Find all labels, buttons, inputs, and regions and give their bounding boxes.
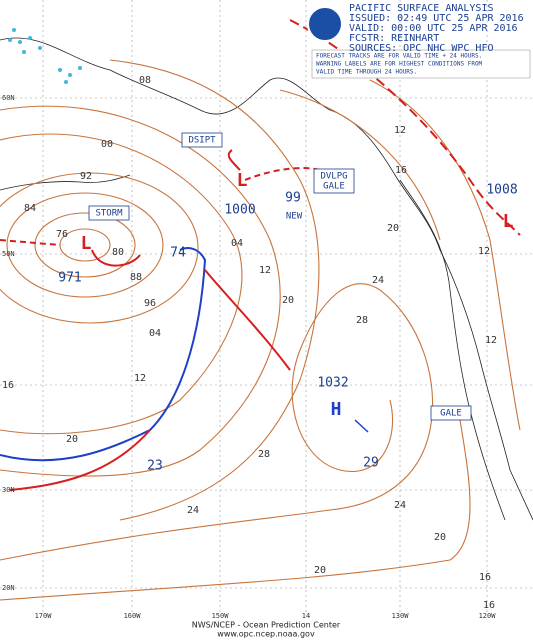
isobar-label: 24 bbox=[372, 275, 384, 286]
warning-label: STORM bbox=[95, 209, 123, 219]
isobar-label: 12 bbox=[259, 265, 271, 276]
header-line: PACIFIC SURFACE ANALYSIS bbox=[349, 3, 494, 14]
pressure-center: 74 bbox=[170, 246, 186, 261]
isobar-label: 00 bbox=[101, 139, 113, 150]
warning-label: DVLPG bbox=[320, 172, 347, 182]
pressure-symbol: L bbox=[237, 170, 248, 191]
isobar-label: 12 bbox=[485, 335, 497, 346]
latitude-label: 30N bbox=[2, 486, 15, 494]
header-line: SOURCES: OPC NHC WPC HFO bbox=[349, 43, 494, 54]
pressure-symbol: L bbox=[81, 233, 92, 254]
pressure-center: 99 bbox=[285, 191, 301, 206]
latitude-label: 50N bbox=[2, 250, 15, 258]
isobar-label: 28 bbox=[258, 449, 270, 460]
isobar-label: 16 bbox=[2, 380, 14, 391]
header-line: VALID: 00:00 UTC 25 APR 2016 bbox=[349, 23, 518, 34]
pressure-symbol: L bbox=[503, 211, 514, 232]
isobar-label: 12 bbox=[134, 373, 146, 384]
header-line: FCSTR: REINHART bbox=[349, 33, 439, 44]
warning-label: NEW bbox=[286, 212, 303, 222]
footer-line: www.opc.ncep.noaa.gov bbox=[217, 630, 315, 639]
notice-line: VALID TIME THROUGH 24 HOURS. bbox=[316, 69, 417, 76]
isobar-label: 16 bbox=[395, 165, 407, 176]
longitude-label: 150W bbox=[212, 612, 230, 620]
isobar-label: 24 bbox=[394, 500, 406, 511]
coastlines bbox=[0, 37, 533, 521]
isobar-label: 16 bbox=[479, 572, 491, 583]
header-line: ISSUED: 02:49 UTC 25 APR 2016 bbox=[349, 13, 524, 24]
notice-line: WARNING LABELS ARE FOR HIGHEST CONDITION… bbox=[316, 61, 483, 68]
isobar-label: 20 bbox=[66, 434, 78, 445]
isobar-label: 16 bbox=[483, 600, 495, 611]
isobar-label: 08 bbox=[139, 75, 151, 86]
sea-ice bbox=[8, 28, 82, 84]
isobar-label: 76 bbox=[56, 229, 68, 240]
longitude-label: 130W bbox=[392, 612, 410, 620]
warning-box bbox=[430, 405, 472, 421]
longitude-label: 160W bbox=[124, 612, 142, 620]
notice-line: FORECAST TRACKS ARE FOR VALID TIME + 24 … bbox=[316, 53, 482, 60]
isobar-label: 20 bbox=[387, 223, 399, 234]
pressure-center: 23 bbox=[147, 459, 163, 474]
isobar-label: 20 bbox=[282, 295, 294, 306]
warning-label: GALE bbox=[440, 409, 462, 419]
isobar-label: 92 bbox=[80, 171, 92, 182]
isobar-label: 12 bbox=[394, 125, 406, 136]
latitude-label: 20N bbox=[2, 584, 15, 592]
pressure-center: 29 bbox=[363, 456, 379, 471]
isobar-label: 96 bbox=[144, 298, 156, 309]
grid bbox=[0, 0, 533, 615]
longitude-label: 120W bbox=[479, 612, 497, 620]
pressure-symbol: H bbox=[331, 399, 342, 420]
pressure-center: 1000 bbox=[224, 203, 255, 218]
isobar-label: 20 bbox=[314, 565, 326, 576]
isobar-label: 88 bbox=[130, 272, 142, 283]
longitude-label: 14 bbox=[302, 612, 310, 620]
isobar-label: 28 bbox=[356, 315, 368, 326]
pressure-center: 1032 bbox=[317, 376, 348, 391]
isobar-label: 04 bbox=[231, 238, 243, 249]
isobar-label: 24 bbox=[187, 505, 199, 516]
longitude-label: 170W bbox=[35, 612, 53, 620]
header bbox=[307, 6, 531, 79]
latitude-label: 60N bbox=[2, 94, 15, 102]
isobar-label: 20 bbox=[434, 532, 446, 543]
isobar-label: 84 bbox=[24, 203, 36, 214]
isobar-label: 80 bbox=[112, 247, 124, 258]
isobar-label: 04 bbox=[149, 328, 161, 339]
isobars bbox=[0, 59, 521, 601]
pressure-center: 1008 bbox=[486, 183, 517, 198]
warning-box bbox=[181, 132, 223, 148]
footer-line: NWS/NCEP - Ocean Prediction Center bbox=[192, 621, 341, 630]
warning-box bbox=[88, 205, 130, 221]
pressure-center: 971 bbox=[58, 271, 81, 286]
warning-label: DSIPT bbox=[188, 136, 216, 146]
isobar-label: 12 bbox=[478, 246, 490, 257]
warning-label: GALE bbox=[323, 182, 345, 192]
warning-box bbox=[313, 168, 355, 194]
